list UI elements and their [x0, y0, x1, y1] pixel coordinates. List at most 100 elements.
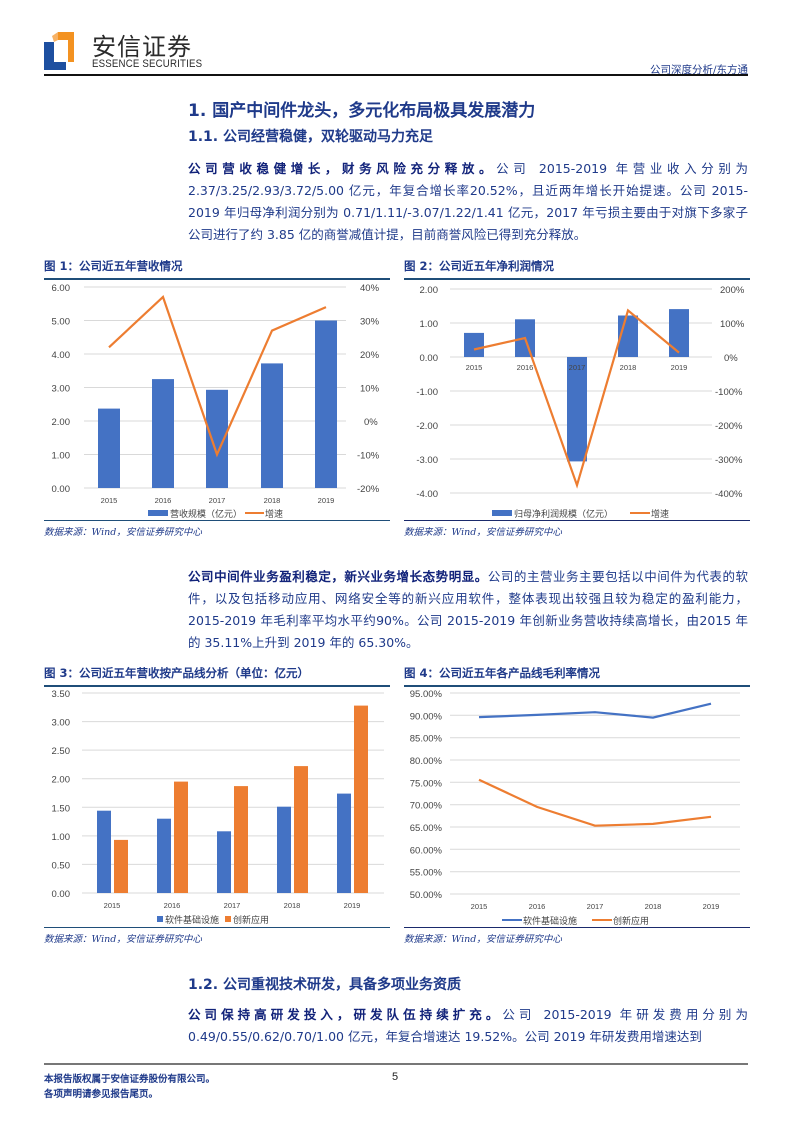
- svg-text:70.00%: 70.00%: [410, 800, 443, 811]
- svg-text:85.00%: 85.00%: [410, 733, 443, 744]
- subsection-title-1-1: 1.1. 公司经营稳健，双轮驱动马力充足: [188, 129, 433, 145]
- legend-software: 软件基础设施: [165, 914, 219, 925]
- svg-text:60.00%: 60.00%: [410, 845, 443, 856]
- svg-text:2019: 2019: [318, 496, 335, 505]
- svg-text:0.00: 0.00: [420, 353, 439, 364]
- logo-text-en: ESSENCE SECURITIES: [92, 58, 203, 70]
- svg-text:90.00%: 90.00%: [410, 711, 443, 722]
- svg-text:40%: 40%: [360, 283, 380, 294]
- svg-text:1.00: 1.00: [52, 450, 71, 461]
- svg-text:-100%: -100%: [715, 387, 743, 398]
- svg-text:2018: 2018: [645, 902, 662, 911]
- section-title: 1. 国产中间件龙头，多元化布局极具发展潜力: [188, 101, 536, 121]
- legend-software: 软件基础设施: [523, 915, 577, 926]
- gross-margin-chart: 95.00% 90.00% 85.00% 80.00% 75.00% 70.00% 65.…: [410, 689, 740, 926]
- svg-text:2017: 2017: [209, 496, 226, 505]
- figure-3: 图 3：公司近五年营收按产品线分析（单位：亿元） 3.50 3.00 2.50 2.0…: [44, 665, 390, 945]
- svg-text:100%: 100%: [720, 319, 745, 330]
- svg-text:6.00: 6.00: [52, 283, 71, 294]
- svg-text:-4.00: -4.00: [416, 489, 438, 500]
- svg-text:2018: 2018: [284, 901, 301, 910]
- paragraph-lead: 公司保持高研发投入，研发队伍持续扩充。: [188, 1007, 503, 1022]
- figure-divider-bottom: [404, 519, 750, 521]
- legend-growth: 增速: [651, 508, 669, 519]
- svg-text:55.00%: 55.00%: [410, 867, 443, 878]
- svg-text:2.00: 2.00: [52, 774, 71, 785]
- figure-divider: [404, 278, 750, 280]
- footer-copyright: 本报告版权属于安信证券股份有限公司。: [44, 1074, 216, 1085]
- figure-source: 数据来源：Wind，安信证券研究中心: [404, 934, 562, 945]
- svg-text:2015: 2015: [104, 901, 121, 910]
- svg-text:2018: 2018: [620, 363, 637, 372]
- svg-text:3.00: 3.00: [52, 717, 71, 728]
- logo-text-cn: 安信证券: [92, 33, 192, 61]
- svg-text:30%: 30%: [360, 316, 380, 327]
- svg-text:2.50: 2.50: [52, 746, 71, 757]
- legend-innovation: 创新应用: [233, 914, 269, 925]
- svg-text:-2.00: -2.00: [416, 421, 438, 432]
- figure-title: 图 3：公司近五年营收按产品线分析（单位：亿元）: [44, 666, 310, 680]
- svg-text:-1.00: -1.00: [416, 387, 438, 398]
- figure-1: 图 1：公司近五年营收情况 6.00 5.00 4.00 3.00 2.00 1.00 0…: [44, 258, 390, 538]
- paragraph-lead: 公司营收稳健增长，财务风险充分释放。: [188, 161, 497, 176]
- svg-text:2017: 2017: [569, 363, 586, 372]
- figure-divider-bottom: [404, 926, 750, 928]
- paragraph-revenue: 公司营收稳健增长，财务风险充分释放。公司 2015-2019 年营业收入分别为 …: [188, 158, 748, 246]
- svg-text:2016: 2016: [164, 901, 181, 910]
- svg-text:0.00: 0.00: [52, 484, 71, 495]
- svg-text:1.00: 1.00: [420, 319, 439, 330]
- legend-revenue: 营收规模（亿元）: [170, 508, 242, 519]
- svg-text:0.00: 0.00: [52, 889, 71, 900]
- legend-growth: 增速: [265, 508, 283, 519]
- svg-text:2016: 2016: [517, 363, 534, 372]
- svg-text:2015: 2015: [101, 496, 118, 505]
- svg-text:50.00%: 50.00%: [410, 890, 443, 901]
- paragraph-body: 公司的主营业务主要包括以中间件为代表的软件，以及包括移动应用、网络安全等的新兴应…: [188, 569, 748, 650]
- svg-text:2017: 2017: [224, 901, 241, 910]
- svg-text:2019: 2019: [703, 902, 720, 911]
- svg-text:20%: 20%: [360, 350, 380, 361]
- revenue-chart: 6.00 5.00 4.00 3.00 2.00 1.00 0.00 40% 30% 20% 1…: [52, 283, 380, 519]
- svg-text:200%: 200%: [720, 285, 745, 296]
- figure-2: 图 2：公司近五年净利润情况 2.00 1.00 0.00 -1.00 -2.00 -3…: [404, 258, 750, 538]
- figure-divider: [404, 685, 750, 687]
- svg-text:-400%: -400%: [715, 489, 743, 500]
- paragraph-body: 公司 2015-2019 年研发费用分别为 0.49/0.55/0.62/0.7…: [188, 1007, 748, 1044]
- figure-title: 图 4：公司近五年各产品线毛利率情况: [404, 666, 601, 680]
- svg-text:2016: 2016: [529, 902, 546, 911]
- page-number: 5: [392, 1071, 399, 1083]
- svg-text:0%: 0%: [724, 353, 738, 364]
- net-profit-chart: 2.00 1.00 0.00 -1.00 -2.00 -3.00 -4.00 200% 10…: [416, 285, 745, 519]
- svg-text:5.00: 5.00: [52, 316, 71, 327]
- figure-divider: [44, 685, 390, 687]
- figure-divider: [44, 278, 390, 280]
- svg-text:2015: 2015: [466, 363, 483, 372]
- paragraph-rnd: 公司保持高研发投入，研发队伍持续扩充。公司 2015-2019 年研发费用分别为…: [188, 1004, 748, 1048]
- header-divider: [44, 74, 748, 76]
- figure-divider-bottom: [44, 926, 390, 928]
- svg-text:2019: 2019: [344, 901, 361, 910]
- figure-source: 数据来源：Wind，安信证券研究中心: [44, 934, 202, 945]
- svg-text:2016: 2016: [155, 496, 172, 505]
- svg-text:80.00%: 80.00%: [410, 756, 443, 767]
- svg-text:2.00: 2.00: [420, 285, 439, 296]
- svg-text:3.00: 3.00: [52, 383, 71, 394]
- svg-text:-300%: -300%: [715, 455, 743, 466]
- logo-icon: [44, 32, 74, 70]
- svg-text:-3.00: -3.00: [416, 455, 438, 466]
- svg-text:75.00%: 75.00%: [410, 778, 443, 789]
- svg-text:0.50: 0.50: [52, 860, 71, 871]
- figure-source: 数据来源：Wind，安信证券研究中心: [44, 527, 202, 538]
- svg-text:10%: 10%: [360, 383, 380, 394]
- figure-divider-bottom: [44, 519, 390, 521]
- svg-text:0%: 0%: [364, 417, 378, 428]
- figure-4: 图 4：公司近五年各产品线毛利率情况 95.00% 90.00% 85.00% 80.…: [404, 665, 750, 945]
- svg-text:95.00%: 95.00%: [410, 689, 443, 700]
- svg-text:2017: 2017: [587, 902, 604, 911]
- legend-net-profit: 归母净利润规模（亿元）: [514, 508, 613, 519]
- figure-source: 数据来源：Wind，安信证券研究中心: [404, 527, 562, 538]
- svg-text:65.00%: 65.00%: [410, 823, 443, 834]
- svg-text:2018: 2018: [264, 496, 281, 505]
- svg-text:2015: 2015: [471, 902, 488, 911]
- subsection-title-1-2: 1.2. 公司重视技术研发，具备多项业务资质: [188, 977, 461, 993]
